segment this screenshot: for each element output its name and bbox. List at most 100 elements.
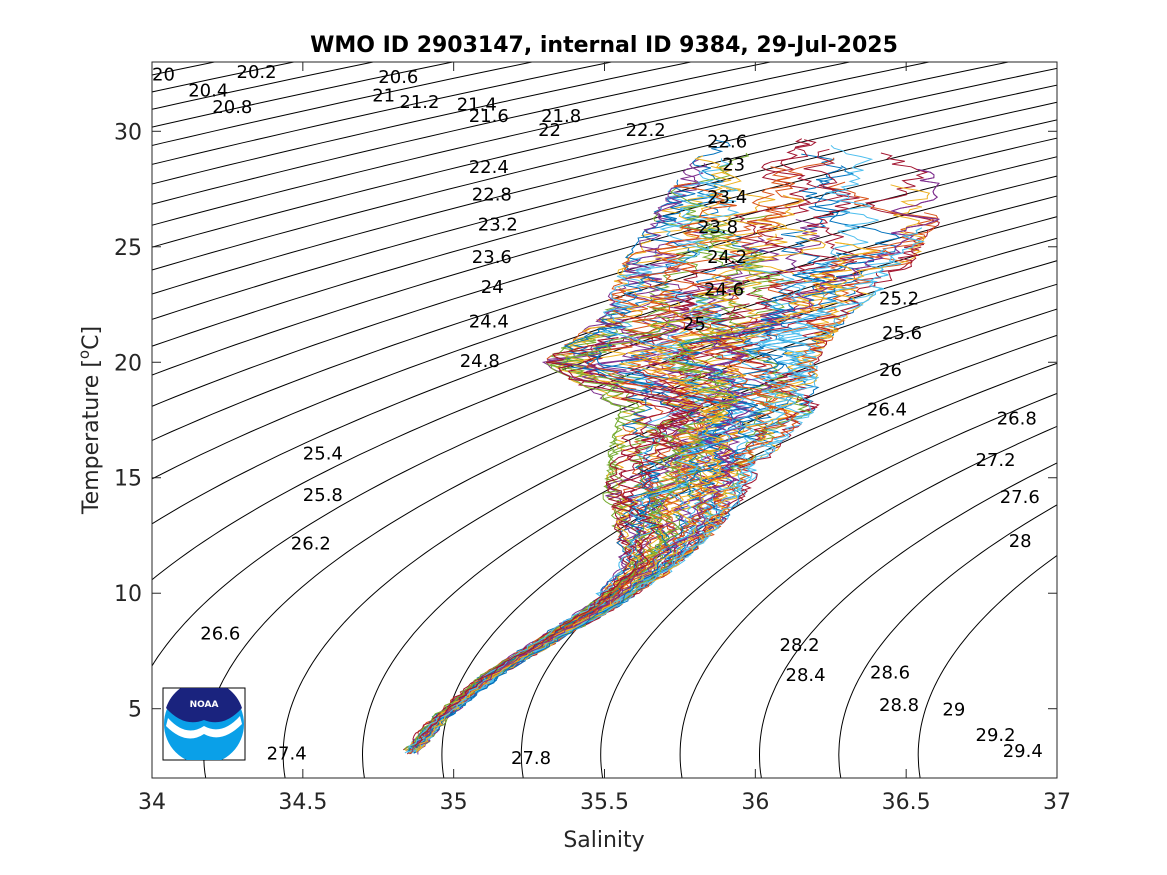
isopycnal-line — [441, 334, 1057, 778]
isopycnal-line — [152, 62, 771, 205]
profile-trace — [411, 181, 776, 754]
isopycnal-line — [917, 554, 1057, 778]
x-tick-label: 34 — [138, 790, 166, 815]
isopycnal-label: 22.4 — [469, 157, 509, 178]
isopycnal-label: 23.6 — [472, 247, 512, 268]
isopycnal-label: 26.4 — [867, 399, 907, 420]
isopycnal-label: 27.2 — [976, 450, 1016, 471]
isopycnal-label: 22.2 — [626, 120, 666, 141]
isopycnal-label: 25.6 — [882, 323, 922, 344]
isopycnal-label: 28.8 — [879, 695, 919, 716]
isopycnal-line — [152, 67, 1057, 295]
isopycnal-label: 21.6 — [469, 106, 509, 127]
isopycnal-line — [838, 504, 1057, 778]
isopycnal-line — [152, 84, 1057, 320]
y-axis-label-superscript: o — [75, 350, 93, 359]
noaa-logo-text: NOAA — [190, 700, 219, 710]
isopycnal-label: 28.4 — [786, 665, 826, 686]
y-axis-label-main: Temperature [ — [79, 359, 104, 515]
isopycnal-label: 20 — [152, 65, 175, 86]
profile-trace — [409, 184, 931, 754]
isopycnal-line — [679, 425, 1057, 778]
isopycnal-label: 26.6 — [200, 623, 240, 644]
isopycnal-label: 25.4 — [303, 443, 343, 464]
isopycnal-line — [152, 101, 1057, 347]
profile-trace — [408, 325, 727, 751]
isopycnal-label: 23 — [722, 155, 745, 176]
x-tick-label: 35 — [440, 790, 468, 815]
y-tick-label: 10 — [114, 582, 142, 607]
x-tick-label: 34.5 — [278, 790, 327, 815]
isopycnal-line — [152, 62, 691, 185]
profile-trace — [412, 320, 690, 751]
isopycnal-line — [758, 462, 1057, 778]
isopycnal-line — [152, 156, 1057, 442]
isopycnal-label: 21.2 — [399, 92, 439, 113]
x-axis-label: Salinity — [563, 828, 644, 853]
isopycnal-label: 28.6 — [870, 663, 910, 684]
isopycnal-label: 29.4 — [1003, 741, 1043, 762]
isopycnal-label: 20.4 — [188, 81, 228, 102]
isopycnal-label: 26.8 — [997, 409, 1037, 430]
y-tick-label: 30 — [114, 120, 142, 145]
isopycnal-line — [0, 62, 56, 778]
isopycnal-label: 23.4 — [707, 187, 747, 208]
isopycnal-label: 20.8 — [212, 97, 252, 118]
isopycnal-line — [152, 195, 1057, 525]
isopycnal-label: 21.4 — [457, 95, 497, 116]
y-axis-label-end: C] — [79, 326, 104, 350]
noaa-logo-upper-navy — [166, 688, 242, 723]
isopycnal-label: 20.6 — [378, 67, 418, 88]
isopycnal-label: 24 — [481, 277, 504, 298]
y-tick-label: 20 — [114, 351, 142, 376]
isopycnal-label: 26.2 — [291, 533, 331, 554]
profile-traces — [402, 138, 940, 755]
y-axis-ticks: 5 10 15 20 25 30 — [114, 120, 1057, 723]
isopycnal-label: 29 — [942, 700, 965, 721]
profile-trace — [415, 337, 690, 748]
x-tick-label: 36 — [741, 790, 769, 815]
isopycnal-label: 27.6 — [1000, 487, 1040, 508]
y-tick-label: 15 — [114, 467, 142, 492]
isopycnal-label: 24.4 — [469, 312, 509, 333]
isopycnal-label: 25 — [683, 314, 706, 335]
isopycnal-label: 21.8 — [541, 106, 581, 127]
isopycnal-label: 24.6 — [704, 279, 744, 300]
isopycnal-line — [152, 175, 1057, 480]
isopycnal-line — [152, 237, 1057, 667]
y-axis-label: Temperature [oC] — [75, 326, 104, 515]
profile-trace — [415, 241, 878, 751]
isopycnal-label: 24.2 — [707, 247, 747, 268]
isopycnal-line — [0, 62, 135, 778]
isopycnal-line — [203, 260, 1057, 778]
isopycnal-label: 22.6 — [707, 132, 747, 153]
isopycnal-line — [600, 392, 1057, 778]
isopycnal-label: 25.8 — [303, 485, 343, 506]
x-tick-label: 37 — [1043, 790, 1071, 815]
profile-trace — [408, 227, 925, 750]
profile-trace — [407, 145, 879, 753]
isopycnal-label: 28 — [1009, 531, 1032, 552]
isopycnal-line — [152, 216, 1057, 581]
x-axis-ticks: 34 34.5 35 35.5 36 36.5 37 — [138, 62, 1071, 815]
isopycnal-label: 23.2 — [478, 215, 518, 236]
isopycnal-labels: 20 20.2 20.420.8 20.621 21.2 21.421.6 21.822 22… — [152, 62, 1043, 769]
noaa-logo: NOAA — [162, 687, 246, 761]
profile-trace — [411, 168, 940, 752]
isopycnal-label: 26 — [879, 360, 902, 381]
profile-trace — [417, 155, 826, 747]
isopycnal-label: 22 — [538, 120, 561, 141]
y-tick-label: 5 — [128, 698, 142, 723]
profile-trace — [403, 328, 739, 751]
x-tick-label: 35.5 — [580, 790, 629, 815]
isopycnal-label: 24.8 — [460, 351, 500, 372]
isopycnal-label: 23.8 — [698, 217, 738, 238]
plot-area: 20 20.2 20.420.8 20.621 21.2 21.421.6 21.822 22… — [0, 61, 1071, 815]
isopycnal-label: 27.4 — [267, 744, 307, 765]
isopycnal-line — [520, 362, 1057, 778]
isopycnal-line — [152, 137, 1057, 407]
plot-background — [152, 62, 1057, 778]
isopycnal-label: 29.2 — [976, 725, 1016, 746]
x-tick-label: 36.5 — [882, 790, 931, 815]
